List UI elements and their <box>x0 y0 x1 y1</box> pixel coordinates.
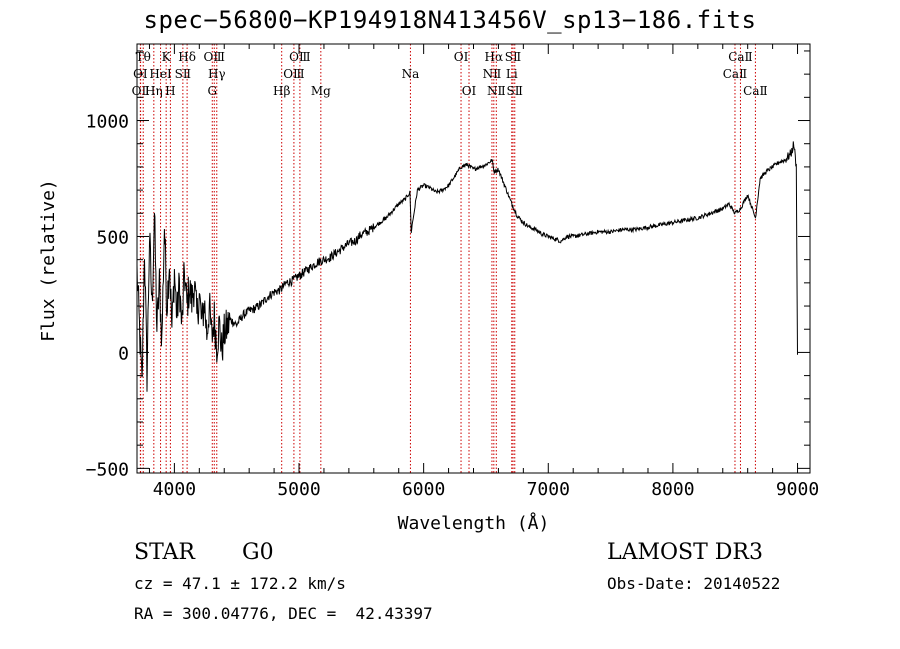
marker-label-20: Hα <box>485 50 504 64</box>
marker-label-24: SⅡ <box>507 84 523 98</box>
y-axis-label: Flux (relative) <box>38 179 59 342</box>
x-tick-label-5: 9000 <box>776 479 819 500</box>
marker-label-17: OⅠ <box>454 50 469 64</box>
marker-label-27: CaⅡ <box>743 84 768 98</box>
marker-label-16: Na <box>402 67 420 81</box>
obs-date-readout: Obs-Date: 20140522 <box>607 574 781 593</box>
series-line-0 <box>136 141 798 392</box>
marker-label-26: CaⅡ <box>728 50 753 64</box>
marker-label-7: SⅡ <box>175 67 191 81</box>
chart-title: spec−56800−KP194918N413456V_sp13−186.fit… <box>143 6 757 34</box>
y-tick-label-3: 1000 <box>86 112 129 133</box>
object-class: STAR <box>134 540 195 565</box>
marker-label-10: OⅢ <box>204 50 225 64</box>
marker-label-9: G <box>207 84 217 98</box>
y-tick-label-2: 500 <box>96 227 129 248</box>
marker-label-11: Hγ <box>208 67 226 81</box>
x-tick-label-4: 8000 <box>651 479 694 500</box>
redshift-readout: cz = 47.1 ± 172.2 km/s <box>134 574 346 593</box>
marker-label-14: OⅢ <box>289 50 310 64</box>
marker-label-1: OⅡ <box>132 84 150 98</box>
x-tick-label-0: 4000 <box>153 479 196 500</box>
y-tick-label-1: 0 <box>118 343 129 364</box>
marker-label-12: Hβ <box>273 84 290 98</box>
marker-label-25: CaⅡ <box>723 67 748 81</box>
marker-label-15: Mg <box>311 84 331 98</box>
y-tick-label-0: −500 <box>86 459 129 480</box>
marker-label-18: OⅠ <box>462 84 477 98</box>
plot-frame <box>136 43 811 474</box>
marker-label-19: NⅡ <box>483 67 502 81</box>
marker-label-8: Hδ <box>178 50 196 64</box>
marker-label-4: HeⅠ <box>149 67 172 81</box>
x-tick-label-3: 7000 <box>527 479 570 500</box>
coordinates-readout: RA = 300.04776, DEC = 42.43397 <box>134 604 433 623</box>
marker-label-2: Tθ <box>136 50 151 64</box>
marker-label-22: Li <box>506 67 518 81</box>
marker-label-3: Hη <box>145 84 163 98</box>
y-axis: −500 0 500 1000 <box>86 50 810 480</box>
marker-label-6: H <box>165 84 175 98</box>
marker-label-23: SⅡ <box>505 50 521 64</box>
object-subclass: G0 <box>242 540 274 565</box>
flux-series <box>136 141 798 392</box>
x-tick-label-2: 6000 <box>402 479 445 500</box>
marker-label-21: NⅡ <box>487 84 506 98</box>
spectral-line-markers: OⅠOⅡTθHηHeⅠKHSⅡHδGOⅢHγHβOⅢOⅢMgNaOⅠOⅠNⅡHα… <box>132 44 768 473</box>
survey-label: LAMOST DR3 <box>607 540 763 565</box>
marker-label-13: OⅢ <box>283 67 304 81</box>
x-tick-label-1: 5000 <box>277 479 320 500</box>
marker-label-5: K <box>162 50 172 64</box>
x-axis: 4000 5000 6000 7000 8000 9000 <box>148 44 819 500</box>
x-axis-label: Wavelength (Å) <box>398 512 550 534</box>
